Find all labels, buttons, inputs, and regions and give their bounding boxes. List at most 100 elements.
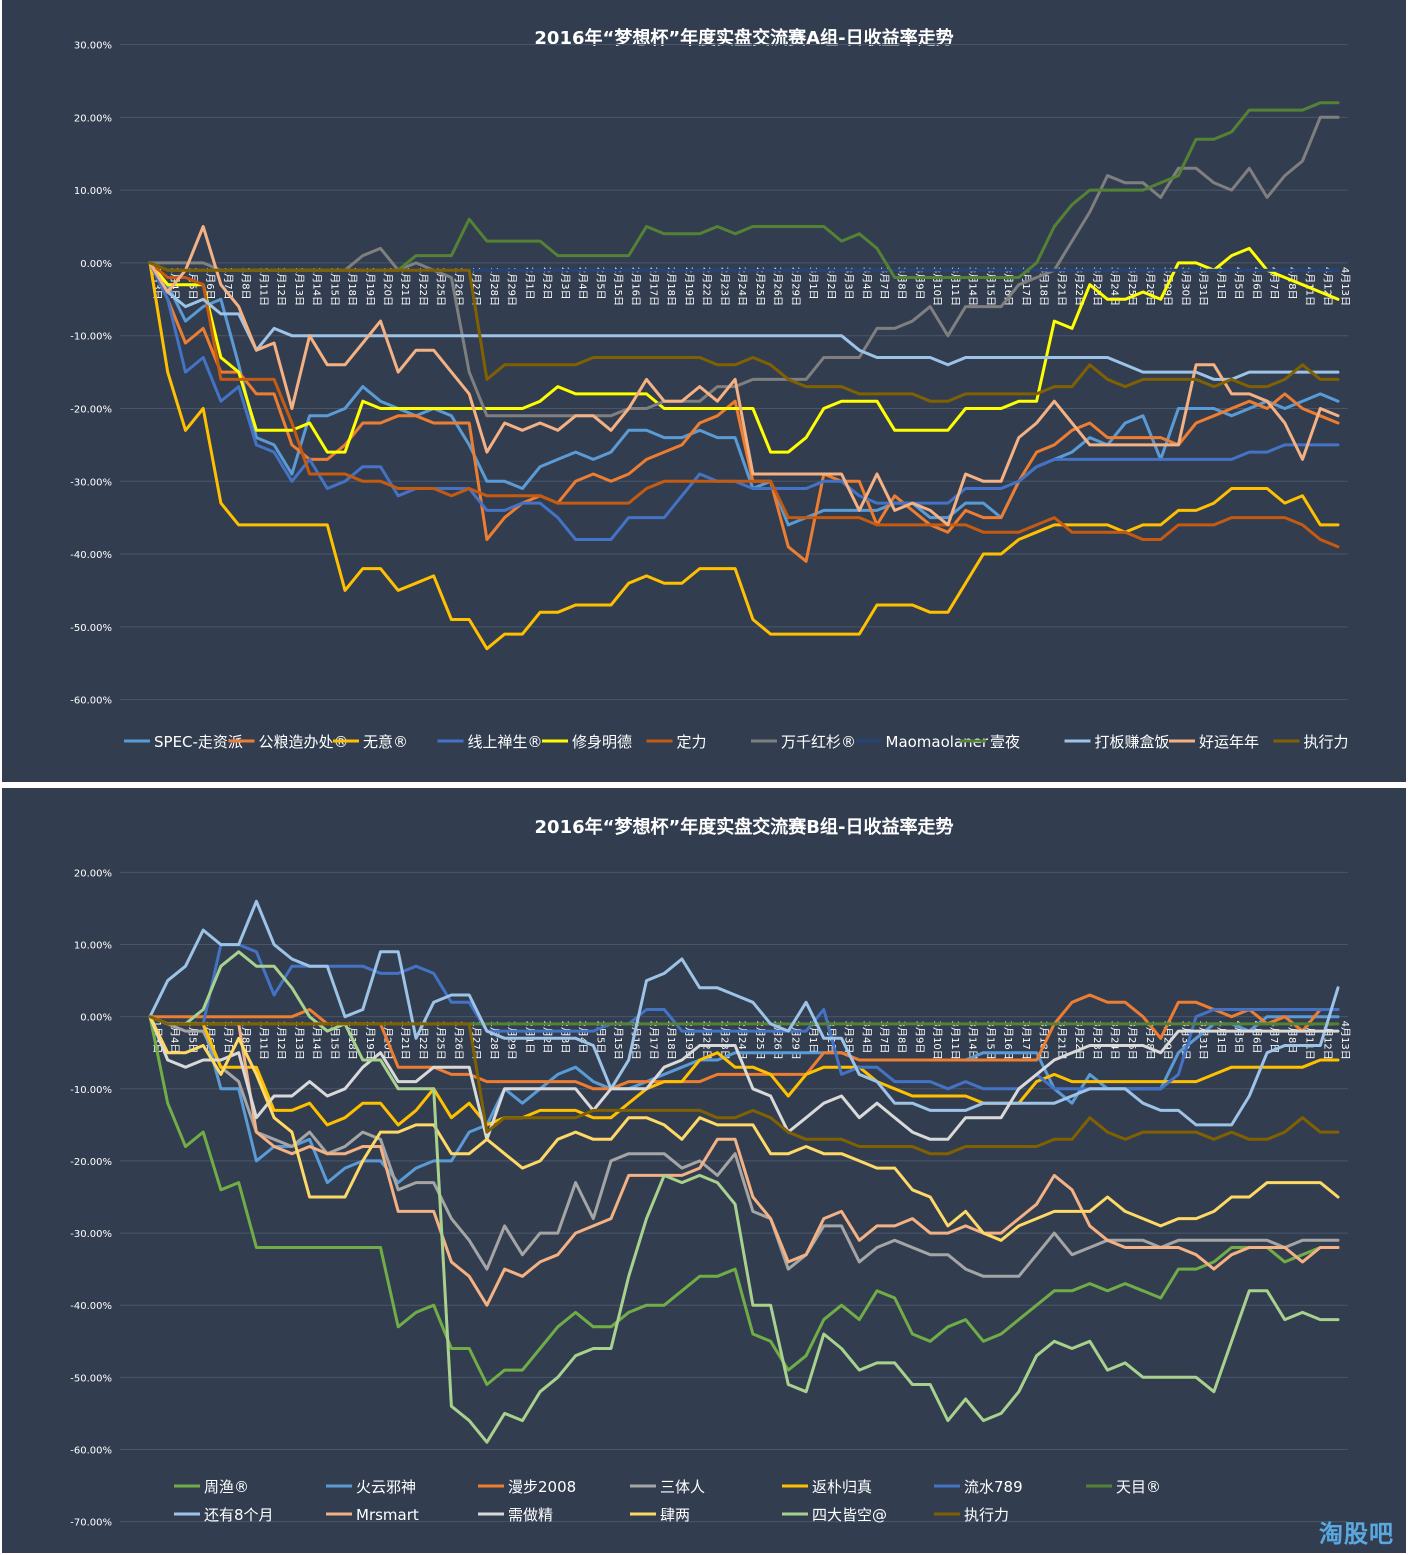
x-tick-label: 3月3日 bbox=[843, 267, 855, 300]
x-tick-label: 1月12日 bbox=[275, 1021, 287, 1060]
y-tick-label: -30.00% bbox=[70, 477, 112, 488]
x-tick-label: 2月3日 bbox=[559, 267, 571, 300]
x-tick-label: 3月16日 bbox=[1002, 1021, 1014, 1060]
legend-label: 三体人 bbox=[660, 1478, 705, 1496]
x-tick-label: 3月22日 bbox=[1073, 267, 1085, 306]
watermark-logo: 淘股吧 bbox=[1319, 1520, 1394, 1548]
series-line bbox=[148, 1015, 1340, 1307]
x-tick-label: 3月23日 bbox=[1091, 1021, 1103, 1060]
x-tick-label: 1月12日 bbox=[275, 267, 287, 306]
chart-a: 2016年“梦想杯”年度实盘交流赛A组-日收益率走势 30.00% 20.00% 10… bbox=[70, 27, 1351, 751]
x-tick-label: 3月1日 bbox=[807, 1021, 819, 1054]
legend-label: 执行力 bbox=[964, 1506, 1009, 1524]
x-tick-label: 3月15日 bbox=[984, 1021, 996, 1060]
x-tick-label: 3月24日 bbox=[1108, 1021, 1120, 1060]
x-tick-label: 2月18日 bbox=[665, 1021, 677, 1060]
y-tick-label: 10.00% bbox=[74, 941, 112, 952]
chart-title: 2016年“梦想杯”年度实盘交流赛B组-日收益率走势 bbox=[535, 816, 954, 838]
x-tick-label: 3月23日 bbox=[1091, 267, 1103, 306]
series-line bbox=[148, 261, 1340, 549]
x-tick-label: 1月19日 bbox=[364, 1021, 376, 1060]
x-tick-label: 1月15日 bbox=[328, 267, 340, 306]
x-tick-label: 2月22日 bbox=[701, 267, 713, 306]
x-tick-label: 3月9日 bbox=[913, 1021, 925, 1054]
series-line bbox=[148, 261, 1340, 403]
x-tick-label: 1月13日 bbox=[293, 1021, 305, 1060]
x-tick-label: 2月1日 bbox=[523, 267, 535, 300]
legend-label: 还有8个月 bbox=[204, 1506, 274, 1524]
x-tick-label: 2月23日 bbox=[718, 267, 730, 306]
x-tick-label: 2月26日 bbox=[772, 267, 784, 306]
legend-label: 周渔® bbox=[204, 1478, 249, 1496]
x-tick-label: 1月29日 bbox=[506, 267, 518, 306]
x-tick-label: 3月21日 bbox=[1055, 1021, 1067, 1060]
legend-label: 修身明德 bbox=[572, 733, 632, 751]
legend-label: 无意® bbox=[363, 733, 408, 751]
chart-panel-a: 2016年“梦想杯”年度实盘交流赛A组-日收益率走势 30.00% 20.00% 10… bbox=[2, 0, 1406, 782]
x-tick-label: 3月28日 bbox=[1144, 267, 1156, 306]
x-tick-label: 3月10日 bbox=[931, 267, 943, 306]
legend-label: 肆两 bbox=[660, 1506, 690, 1524]
x-tick-label: 3月14日 bbox=[967, 267, 979, 306]
legend-label: 万千红杉® bbox=[781, 733, 856, 751]
x-tick-label: 3月21日 bbox=[1055, 267, 1067, 306]
series-line bbox=[148, 246, 1340, 454]
series-line bbox=[148, 261, 1340, 541]
y-tick-label: 20.00% bbox=[74, 113, 112, 124]
x-tick-label: 1月29日 bbox=[506, 1021, 518, 1060]
series-line bbox=[148, 899, 1340, 1127]
x-tick-label: 2月19日 bbox=[683, 267, 695, 306]
y-tick-label: -70.00% bbox=[70, 1518, 112, 1529]
x-tick-label: 4月7日 bbox=[1268, 1021, 1280, 1054]
legend-label: 需做精 bbox=[508, 1506, 553, 1524]
y-tick-label: -10.00% bbox=[70, 332, 112, 343]
x-tick-label: 2月4日 bbox=[577, 1021, 589, 1054]
x-tick-label: 4月1日 bbox=[1215, 267, 1227, 300]
x-tick-label: 3月8日 bbox=[896, 1021, 908, 1054]
legend-label: 线上禅生® bbox=[468, 733, 543, 751]
legend-label: 壹夜 bbox=[990, 733, 1020, 751]
x-tick-label: 3月31日 bbox=[1197, 1021, 1209, 1060]
y-tick-label: -50.00% bbox=[70, 1373, 112, 1384]
x-tick-label: 1月8日 bbox=[240, 267, 252, 300]
x-tick-label: 3月17日 bbox=[1020, 267, 1032, 306]
x-tick-label: 2月15日 bbox=[612, 267, 624, 306]
legend-label: SPEC-走资派 bbox=[154, 733, 243, 751]
series-line bbox=[148, 261, 1340, 527]
x-tick-label: 1月26日 bbox=[452, 1021, 464, 1060]
x-tick-label: 3月31日 bbox=[1197, 267, 1209, 306]
x-tick-label: 3月11日 bbox=[949, 267, 961, 306]
x-tick-label: 3月17日 bbox=[1020, 1021, 1032, 1060]
x-tick-label: 4月13日 bbox=[1339, 1021, 1351, 1060]
x-tick-label: 3月15日 bbox=[984, 267, 996, 306]
x-tick-label: 2月18日 bbox=[665, 267, 677, 306]
series-line bbox=[148, 115, 1340, 418]
series-line bbox=[148, 1015, 1340, 1242]
y-tick-label: 10.00% bbox=[74, 186, 112, 197]
x-tick-label: 1月7日 bbox=[222, 1021, 234, 1054]
legend-label: 打板赚盒饭 bbox=[1095, 733, 1170, 751]
x-tick-label: 1月11日 bbox=[257, 1021, 269, 1060]
x-tick-label: 1月13日 bbox=[293, 267, 305, 306]
legend-label: 公粮造办处® bbox=[259, 733, 349, 751]
x-tick-label: 3月25日 bbox=[1126, 267, 1138, 306]
x-tick-label: 2月29日 bbox=[789, 267, 801, 306]
x-tick-label: 3月14日 bbox=[967, 1021, 979, 1060]
y-tick-label: -40.00% bbox=[70, 1301, 112, 1312]
x-tick-label: 4月13日 bbox=[1339, 267, 1351, 306]
x-tick-label: 1月18日 bbox=[346, 267, 358, 306]
x-tick-label: 2月25日 bbox=[754, 267, 766, 306]
x-tick-label: 2月16日 bbox=[630, 1021, 642, 1060]
x-tick-label: 1月25日 bbox=[435, 267, 447, 306]
legend-label: 天目® bbox=[1116, 1478, 1161, 1496]
x-tick-label: 3月4日 bbox=[860, 267, 872, 300]
y-tick-label: -60.00% bbox=[70, 1445, 112, 1456]
x-tick-label: 3月30日 bbox=[1179, 267, 1191, 306]
x-tick-label: 4月6日 bbox=[1250, 267, 1262, 300]
series-line bbox=[148, 950, 1340, 1444]
x-tick-label: 1月14日 bbox=[311, 1021, 323, 1060]
series-line bbox=[148, 1015, 1340, 1278]
series-line bbox=[148, 1015, 1340, 1156]
x-tick-label: 1月20日 bbox=[382, 267, 394, 306]
chart-b: 2016年“梦想杯”年度实盘交流赛B组-日收益率走势 20.00% 10.00% 0.… bbox=[70, 816, 1351, 1529]
